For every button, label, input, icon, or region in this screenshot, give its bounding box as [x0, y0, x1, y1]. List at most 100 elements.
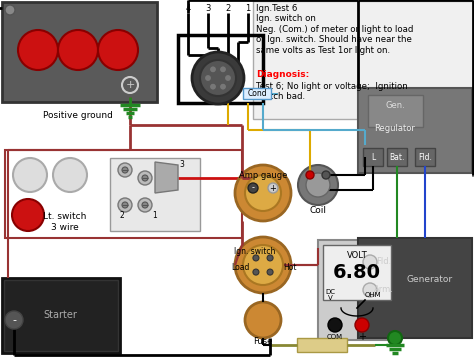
- Text: Fld.: Fld.: [418, 152, 432, 161]
- Circle shape: [118, 198, 132, 212]
- Bar: [5, 150, 242, 238]
- Circle shape: [118, 163, 132, 177]
- Circle shape: [219, 66, 227, 73]
- Text: L: L: [371, 152, 375, 161]
- Circle shape: [328, 318, 342, 332]
- Bar: [368, 95, 423, 127]
- Bar: [178, 35, 263, 103]
- Text: 1: 1: [153, 211, 157, 220]
- Text: Diagnosis:: Diagnosis:: [256, 70, 309, 79]
- Bar: [323, 245, 391, 300]
- Circle shape: [306, 171, 314, 179]
- Bar: [253, 1, 473, 119]
- Text: Bat.: Bat.: [389, 152, 405, 161]
- Circle shape: [363, 283, 377, 297]
- Circle shape: [245, 175, 281, 211]
- Bar: [2, 278, 120, 353]
- Text: COM: COM: [327, 334, 343, 340]
- Circle shape: [122, 167, 128, 173]
- Text: 3: 3: [205, 4, 210, 12]
- Text: Positive ground: Positive ground: [43, 111, 113, 120]
- Bar: [110, 158, 200, 231]
- Circle shape: [245, 302, 281, 338]
- Circle shape: [142, 175, 148, 181]
- Circle shape: [219, 83, 227, 90]
- Text: Regulator: Regulator: [374, 124, 415, 132]
- Text: 4: 4: [185, 4, 191, 12]
- Bar: [4, 280, 118, 351]
- Circle shape: [12, 199, 44, 231]
- Circle shape: [210, 66, 217, 73]
- Circle shape: [122, 202, 128, 208]
- Bar: [297, 338, 347, 352]
- Circle shape: [142, 202, 148, 208]
- Text: Gen.: Gen.: [385, 101, 405, 110]
- Circle shape: [355, 318, 369, 332]
- Circle shape: [298, 165, 338, 205]
- Circle shape: [210, 83, 217, 90]
- Bar: [415, 148, 435, 166]
- Circle shape: [267, 255, 273, 261]
- Text: OHM: OHM: [365, 292, 381, 298]
- Text: Generator: Generator: [407, 276, 453, 285]
- Text: Test 6; No light or voltage;  Ignition
switch bad.: Test 6; No light or voltage; Ignition sw…: [256, 82, 408, 101]
- Text: Ign.Test 6
Ign. switch on
Neg. (Com.) of meter or light to load
of Ign. switch. : Ign.Test 6 Ign. switch on Neg. (Com.) of…: [256, 4, 413, 55]
- Text: 2: 2: [225, 4, 231, 12]
- Bar: [2, 2, 157, 102]
- Bar: [387, 148, 407, 166]
- Text: Fld.: Fld.: [376, 257, 392, 266]
- Text: DC: DC: [325, 289, 335, 295]
- Circle shape: [253, 269, 259, 275]
- Circle shape: [204, 75, 211, 81]
- Circle shape: [138, 198, 152, 212]
- Text: VOLT: VOLT: [346, 251, 367, 260]
- Text: 6.80: 6.80: [333, 262, 381, 282]
- Bar: [363, 148, 383, 166]
- Circle shape: [53, 158, 87, 192]
- Bar: [318, 240, 396, 340]
- Text: 2: 2: [119, 211, 124, 220]
- Text: Cond: Cond: [247, 89, 267, 98]
- Text: Hot: Hot: [283, 263, 297, 272]
- Text: V: V: [328, 295, 332, 301]
- Circle shape: [235, 165, 291, 221]
- Text: Lt. switch
3 wire: Lt. switch 3 wire: [43, 212, 87, 232]
- Circle shape: [5, 5, 15, 15]
- Text: +: +: [358, 332, 366, 342]
- Circle shape: [58, 30, 98, 70]
- Bar: [358, 238, 472, 338]
- Text: +: +: [270, 183, 276, 192]
- Circle shape: [13, 158, 47, 192]
- Circle shape: [5, 311, 23, 329]
- Polygon shape: [155, 162, 178, 193]
- Circle shape: [253, 255, 259, 261]
- Circle shape: [267, 269, 273, 275]
- Circle shape: [388, 331, 402, 345]
- Circle shape: [225, 75, 231, 81]
- Text: Fuse: Fuse: [253, 337, 273, 347]
- Circle shape: [138, 171, 152, 185]
- Text: Coil: Coil: [310, 206, 327, 215]
- Text: 3: 3: [180, 160, 184, 169]
- Bar: [243, 88, 271, 99]
- Circle shape: [322, 171, 330, 179]
- Circle shape: [235, 237, 291, 293]
- Text: Ign. switch: Ign. switch: [234, 247, 276, 256]
- Circle shape: [243, 245, 283, 285]
- Text: Amp gauge: Amp gauge: [239, 171, 287, 180]
- Text: +: +: [125, 80, 135, 90]
- Text: 1: 1: [246, 4, 251, 12]
- Text: -: -: [252, 183, 255, 192]
- Circle shape: [363, 255, 377, 269]
- Circle shape: [98, 30, 138, 70]
- Circle shape: [18, 30, 58, 70]
- Text: Starter: Starter: [43, 310, 77, 320]
- Bar: [358, 88, 472, 173]
- Circle shape: [268, 183, 278, 193]
- Circle shape: [200, 60, 236, 96]
- Text: Load: Load: [231, 263, 249, 272]
- Text: Arm.: Arm.: [374, 286, 394, 295]
- Circle shape: [306, 173, 330, 197]
- Text: -: -: [12, 315, 16, 325]
- Circle shape: [248, 183, 258, 193]
